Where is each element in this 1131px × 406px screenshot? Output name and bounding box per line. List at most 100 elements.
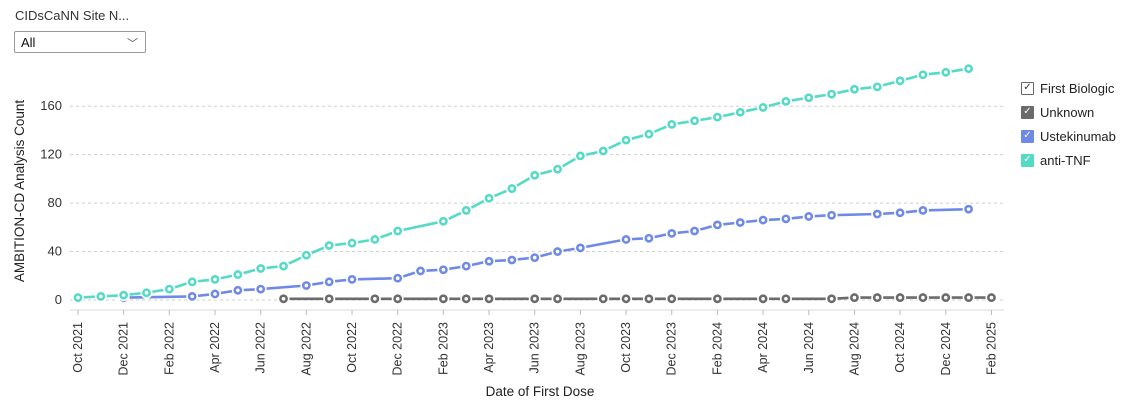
- data-point-center: [373, 296, 377, 301]
- chevron-down-icon: ﹀: [127, 38, 138, 50]
- data-point-center: [806, 214, 811, 219]
- y-tick-label: 40: [48, 244, 62, 259]
- data-point-center: [738, 220, 743, 225]
- data-point-center: [464, 208, 469, 213]
- data-point-center: [121, 293, 126, 297]
- data-point-center: [875, 295, 880, 300]
- data-point-center: [395, 229, 400, 233]
- legend-label: Unknown: [1040, 104, 1095, 120]
- data-point-center: [624, 296, 628, 301]
- data-point-center: [852, 295, 857, 300]
- data-point-center: [304, 253, 309, 257]
- data-point-center: [190, 280, 194, 284]
- data-point-center: [236, 288, 240, 293]
- data-point-center: [669, 296, 674, 301]
- data-point-center: [852, 87, 857, 92]
- data-point-center: [601, 149, 606, 153]
- data-point-center: [532, 173, 537, 178]
- data-point-center: [898, 78, 902, 83]
- data-point-center: [464, 296, 469, 301]
- data-point-center: [578, 246, 583, 250]
- x-tick-label: Feb 2022: [162, 322, 176, 375]
- data-point-center: [784, 217, 788, 221]
- x-tick-label: Dec 2023: [665, 322, 679, 376]
- data-point-center: [806, 95, 811, 100]
- data-point-center: [281, 296, 286, 301]
- legend-title-row[interactable]: ✓ First Biologic: [1021, 76, 1116, 100]
- data-point-center: [761, 218, 765, 222]
- legend-title-checkbox-icon[interactable]: ✓: [1021, 81, 1034, 95]
- legend-label: anti-TNF: [1040, 152, 1091, 168]
- legend-item-ustekinumab[interactable]: ✓ Ustekinumab: [1021, 124, 1116, 148]
- data-point-center: [236, 272, 240, 277]
- x-tick-label: Aug 2023: [573, 322, 587, 376]
- data-point-center: [943, 70, 948, 75]
- data-point-center: [784, 296, 788, 301]
- data-point-center: [943, 295, 948, 300]
- legend-checkbox-icon[interactable]: ✓: [1021, 153, 1034, 167]
- legend-title: First Biologic: [1040, 80, 1115, 96]
- legend: ✓ First Biologic ✓ Unknown ✓ Ustekinumab…: [1021, 76, 1116, 172]
- data-point-center: [464, 264, 469, 268]
- data-point-center: [441, 267, 446, 272]
- data-point-center: [532, 296, 537, 301]
- data-point-center: [761, 296, 765, 301]
- x-tick-label: Dec 2024: [939, 322, 953, 376]
- data-point-center: [761, 105, 765, 110]
- legend-checkbox-icon[interactable]: ✓: [1021, 105, 1034, 119]
- data-point-center: [669, 122, 674, 127]
- data-point-center: [875, 85, 880, 89]
- data-point-center: [510, 186, 514, 191]
- data-point-center: [784, 99, 788, 104]
- data-point-center: [715, 115, 720, 119]
- legend-item-anti-tnf[interactable]: ✓ anti-TNF: [1021, 148, 1116, 172]
- y-tick-label: 0: [55, 292, 62, 307]
- series-line-anti-tnf: [77, 67, 969, 299]
- data-point-center: [555, 167, 560, 171]
- data-point-center: [144, 290, 149, 295]
- data-point-center: [921, 72, 925, 77]
- data-point-center: [99, 294, 103, 299]
- data-point-center: [213, 277, 217, 282]
- series-line-unknown: [283, 296, 992, 301]
- x-tick-label: Oct 2021: [71, 322, 85, 373]
- data-point-center: [395, 296, 400, 301]
- x-tick-label: Feb 2025: [984, 322, 998, 375]
- y-tick-label: 160: [40, 98, 62, 113]
- data-point-center: [738, 110, 743, 115]
- x-tick-label: Jun 2023: [528, 322, 542, 373]
- data-point-center: [829, 213, 834, 218]
- legend-checkbox-icon[interactable]: ✓: [1021, 129, 1034, 143]
- data-point-center: [624, 237, 628, 242]
- data-point-center: [669, 231, 674, 236]
- data-point-center: [441, 219, 446, 224]
- y-tick-label: 80: [48, 195, 62, 210]
- data-point-center: [213, 292, 217, 296]
- data-point-center: [715, 296, 720, 301]
- data-point-center: [578, 154, 583, 158]
- data-point-center: [692, 118, 697, 123]
- data-point-center: [418, 269, 423, 273]
- site-filter-select[interactable]: All ﹀: [14, 31, 146, 53]
- x-tick-label: Oct 2024: [893, 322, 907, 373]
- legend-item-unknown[interactable]: ✓ Unknown: [1021, 100, 1116, 124]
- data-point-center: [510, 258, 514, 262]
- data-point-center: [989, 295, 994, 300]
- x-tick-label: Oct 2023: [619, 322, 633, 373]
- legend-label: Ustekinumab: [1040, 128, 1116, 144]
- data-point-center: [487, 196, 491, 201]
- data-point-center: [441, 296, 446, 301]
- data-point-center: [715, 223, 720, 227]
- data-point-center: [601, 296, 606, 301]
- x-tick-label: Feb 2023: [436, 322, 450, 375]
- data-point-center: [966, 66, 971, 71]
- data-point-center: [487, 259, 491, 264]
- data-point-center: [921, 208, 925, 213]
- x-tick-label: Jun 2022: [254, 322, 268, 373]
- x-tick-label: Dec 2021: [117, 322, 131, 376]
- x-tick-label: Dec 2022: [391, 322, 405, 376]
- y-axis-title: AMBITION-CD Analysis Count: [12, 100, 27, 283]
- data-point-center: [647, 236, 651, 241]
- data-point-center: [898, 211, 902, 215]
- data-point-center: [532, 255, 537, 260]
